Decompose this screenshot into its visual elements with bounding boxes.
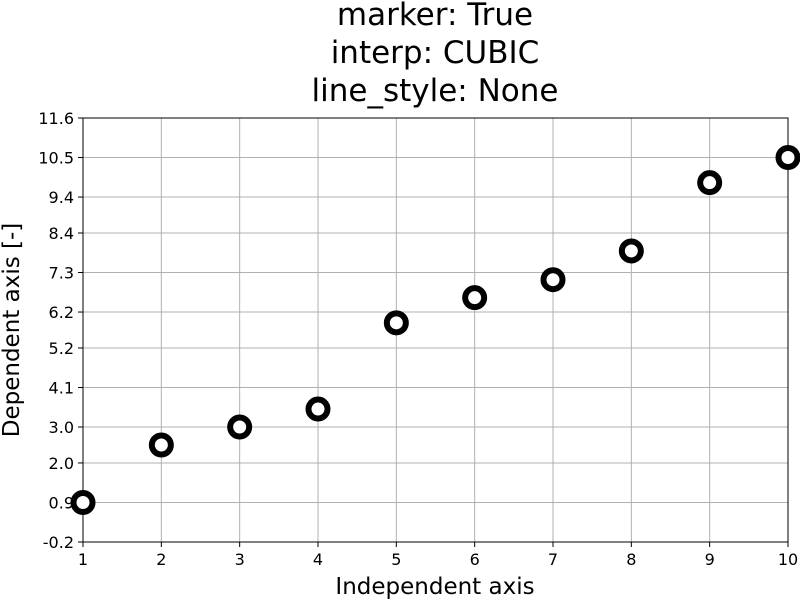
- x-tick-label: 3: [235, 550, 245, 569]
- x-tick-label: 6: [470, 550, 480, 569]
- chart-title-line-3: line_style: None: [312, 73, 559, 109]
- data-point: [227, 414, 253, 440]
- x-tick-label: 4: [313, 550, 323, 569]
- y-axis-label: Dependent axis [-]: [0, 223, 25, 437]
- data-point: [70, 489, 96, 515]
- y-tick-label: 2.0: [49, 454, 74, 473]
- plot-area: [82, 117, 789, 543]
- data-point: [775, 145, 800, 171]
- y-tick-label: 3.0: [49, 418, 74, 437]
- x-tick-label: 8: [626, 550, 636, 569]
- y-tick-label: 6.2: [49, 303, 74, 322]
- data-point: [148, 432, 174, 458]
- chart-title-line-1: marker: True: [337, 0, 533, 33]
- data-point: [540, 267, 566, 293]
- x-tick-label: 2: [156, 550, 166, 569]
- x-tick-label: 1: [78, 550, 88, 569]
- y-tick-label: 0.9: [49, 493, 74, 512]
- data-points: [70, 145, 800, 515]
- data-point: [618, 238, 644, 264]
- data-point: [383, 310, 409, 336]
- x-tick-label: 5: [391, 550, 401, 569]
- chart-title: marker: True interp: CUBIC line_style: N…: [312, 0, 559, 109]
- x-tick-label: 7: [548, 550, 558, 569]
- data-point: [697, 170, 723, 196]
- y-tick-label: 5.2: [49, 339, 74, 358]
- x-tick-label: 9: [705, 550, 715, 569]
- y-tick-label: 8.4: [49, 224, 74, 243]
- y-axis-ticks: -0.2 0.9 2.0 3.0 4.1 5.2 6.2 7.3 8.4 9.4 10.5 11.6: [38, 109, 83, 552]
- chart-title-line-2: interp: CUBIC: [331, 35, 540, 71]
- data-point: [305, 396, 331, 422]
- grid: [82, 117, 789, 543]
- x-axis-label: Independent axis: [335, 574, 534, 600]
- data-point: [462, 285, 488, 311]
- y-tick-label: 10.5: [38, 149, 74, 168]
- y-tick-label: 7.3: [49, 264, 74, 283]
- y-tick-label: 11.6: [38, 109, 74, 128]
- x-axis-ticks: 1 2 3 4 5 6 7 8 9 10: [78, 542, 798, 569]
- x-tick-label: 10: [778, 550, 798, 569]
- y-tick-label: -0.2: [43, 533, 74, 552]
- y-tick-label: 4.1: [49, 378, 74, 397]
- y-tick-label: 9.4: [49, 188, 74, 207]
